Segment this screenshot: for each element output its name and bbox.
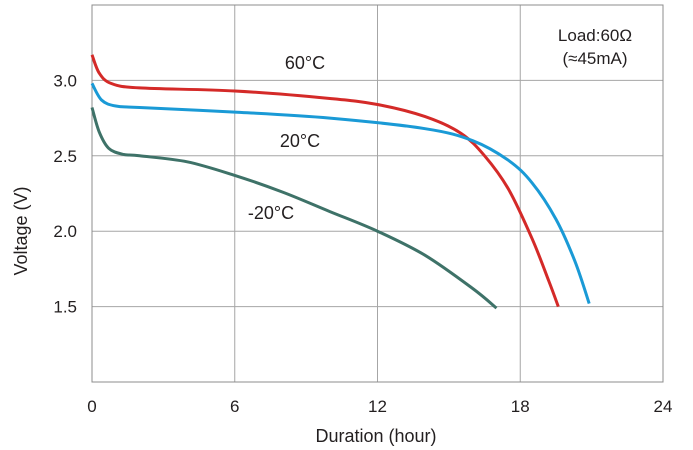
series-label-20c: 20°C xyxy=(280,131,320,151)
load-annotation-line2: (≈45mA) xyxy=(562,49,627,68)
x-tick-label: 18 xyxy=(511,397,530,416)
x-tick-label: 6 xyxy=(230,397,239,416)
series-line-20c xyxy=(90,82,591,305)
y-tick-label: 1.5 xyxy=(53,298,77,317)
y-tick-label: 2.5 xyxy=(53,147,77,166)
y-tick-label: 3.0 xyxy=(53,71,77,90)
series-line-60c xyxy=(90,54,560,308)
y-tick-label: 2.0 xyxy=(53,222,77,241)
y-axis-title: Voltage (V) xyxy=(11,186,31,275)
plot-area-frame xyxy=(91,4,664,383)
load-annotation-line1: Load:60Ω xyxy=(558,26,632,45)
series-label-60c: 60°C xyxy=(285,53,325,73)
x-tick-label: 0 xyxy=(87,397,96,416)
x-axis-ticks: 0 6 12 18 24 xyxy=(87,397,672,416)
y-axis-ticks: 1.5 2.0 2.5 3.0 xyxy=(53,71,77,316)
x-tick-label: 12 xyxy=(368,397,387,416)
x-tick-label: 24 xyxy=(654,397,673,416)
series-lines xyxy=(90,54,591,310)
series-label-minus20c: -20°C xyxy=(248,203,294,223)
series-line-minus20c xyxy=(90,107,498,310)
x-axis-title: Duration (hour) xyxy=(315,426,436,446)
